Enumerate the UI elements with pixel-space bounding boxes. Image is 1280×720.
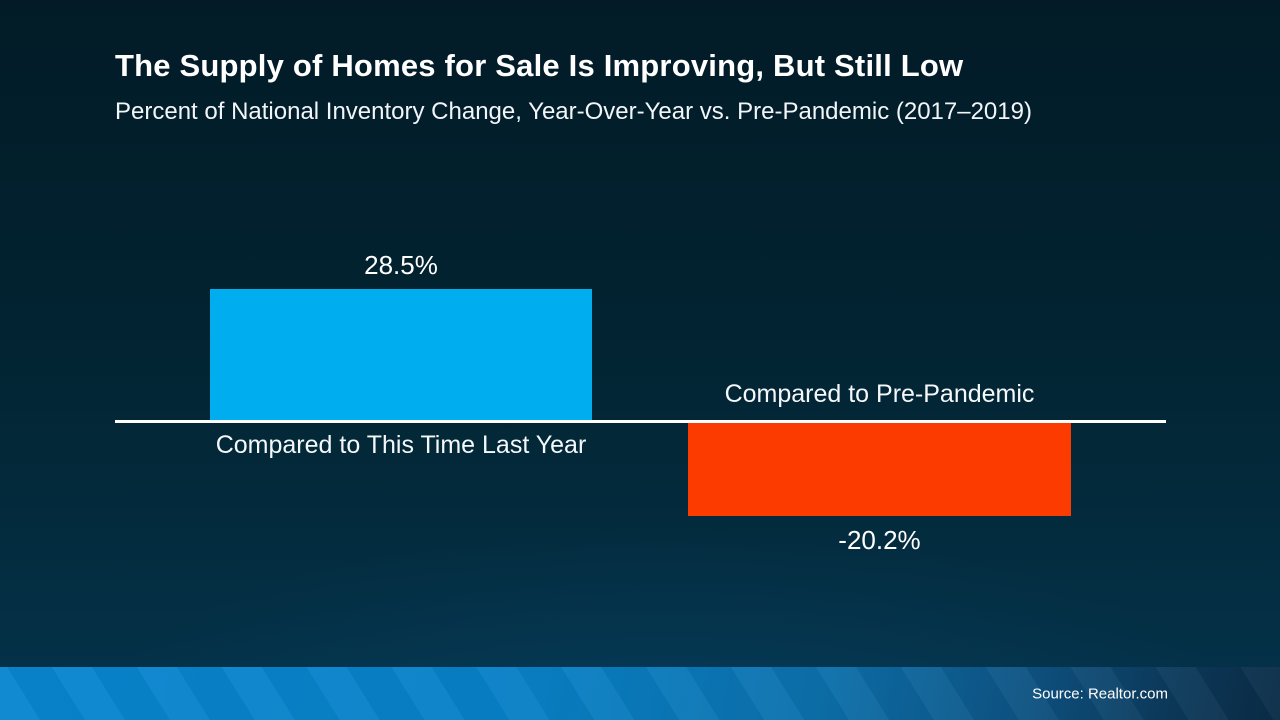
bar-pre-pandemic <box>688 423 1071 516</box>
footer-bar: Source: Realtor.com <box>0 667 1280 720</box>
header: The Supply of Homes for Sale Is Improvin… <box>115 48 1032 126</box>
value-label-last-year: 28.5% <box>364 249 438 280</box>
zero-baseline-axis <box>115 420 1166 423</box>
chart-title: The Supply of Homes for Sale Is Improvin… <box>115 48 964 83</box>
source-credit: Source: Realtor.com <box>1032 685 1168 702</box>
bar-last-year <box>210 288 592 420</box>
category-label-last-year: Compared to This Time Last Year <box>215 431 587 459</box>
chart-subtitle: Percent of National Inventory Change, Ye… <box>115 97 1032 125</box>
category-label-pre-pandemic: Compared to Pre-Pandemic <box>724 380 1035 408</box>
value-label-pre-pandemic: -20.2% <box>838 524 921 555</box>
